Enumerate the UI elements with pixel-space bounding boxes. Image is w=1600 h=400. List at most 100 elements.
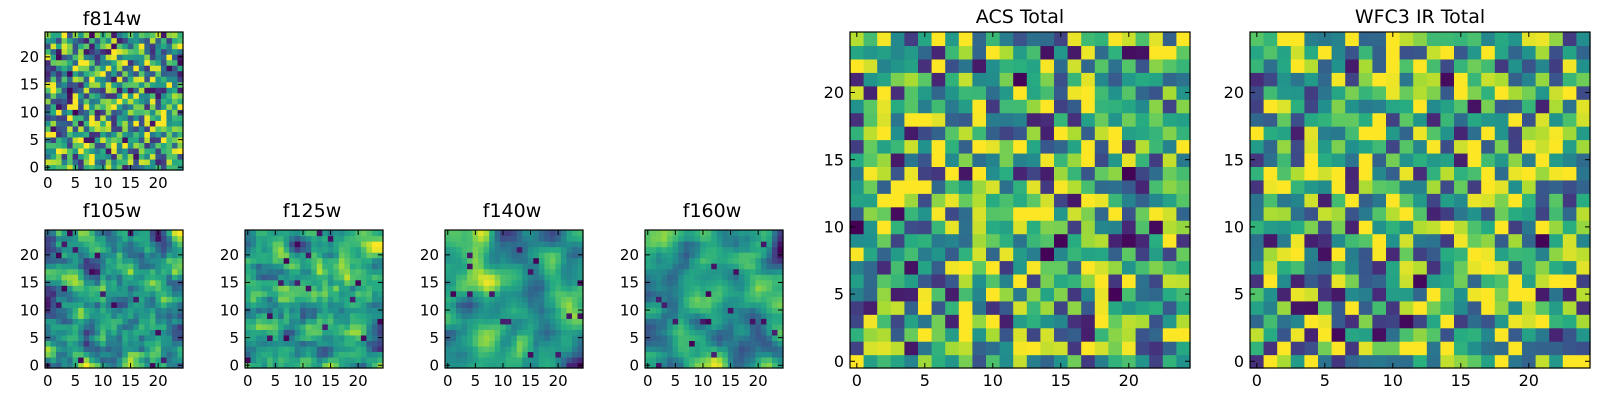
heatmap-cell <box>155 356 162 364</box>
heatmap-cell <box>1026 327 1041 342</box>
heatmap-cell <box>1372 166 1387 181</box>
heatmap-cell <box>61 345 68 353</box>
heatmap-cell <box>863 32 878 47</box>
heatmap-cell <box>116 318 123 325</box>
heatmap-cell <box>94 54 101 61</box>
y-tick-label: 15 <box>824 150 844 169</box>
heatmap-cell <box>283 263 290 270</box>
heatmap-cell <box>489 329 496 336</box>
heatmap-cell <box>760 345 768 353</box>
heatmap-cell <box>45 59 52 66</box>
heatmap-cell <box>467 323 474 330</box>
heatmap-cell <box>149 334 156 341</box>
heatmap-cell <box>1345 99 1360 114</box>
heatmap-cell <box>72 340 79 347</box>
heatmap-cell <box>67 279 74 286</box>
heatmap-cell <box>1304 58 1319 73</box>
heatmap-cell <box>755 301 762 308</box>
heatmap-cell <box>538 307 545 314</box>
heatmap-cell <box>267 351 274 358</box>
heatmap-cell <box>166 103 173 110</box>
heatmap-cell <box>177 125 184 132</box>
heatmap-cell <box>1277 72 1292 87</box>
heatmap-cell <box>890 126 905 141</box>
heatmap-cell <box>1304 354 1319 369</box>
heatmap-cell <box>958 85 973 100</box>
heatmap-cell <box>678 257 685 264</box>
heatmap-cell <box>311 323 318 330</box>
heatmap-cell <box>78 81 85 88</box>
heatmap-cell <box>89 301 96 308</box>
heatmap-cell <box>667 301 674 308</box>
heatmap-cell <box>1290 166 1305 181</box>
heatmap-cell <box>138 230 145 237</box>
heatmap-cell <box>931 354 946 369</box>
heatmap-cell <box>78 274 85 281</box>
heatmap-cell <box>716 312 723 319</box>
heatmap-cell <box>144 81 151 88</box>
heatmap-cell <box>945 327 960 342</box>
heatmap-cell <box>1467 314 1482 329</box>
heatmap-cell <box>1149 354 1164 369</box>
heatmap-cell <box>760 257 768 264</box>
heatmap-cell <box>83 296 90 303</box>
heatmap-cell <box>516 268 523 275</box>
heatmap-cell <box>672 263 679 270</box>
heatmap-cell <box>877 220 892 235</box>
heatmap-cell <box>755 235 762 242</box>
heatmap-cell <box>1304 45 1319 60</box>
heatmap-cell <box>245 318 252 325</box>
heatmap-cell <box>155 241 162 248</box>
heatmap-cell <box>667 351 674 358</box>
heatmap-cell <box>360 263 368 270</box>
heatmap-cell <box>138 263 145 270</box>
heatmap-cell <box>83 263 90 270</box>
heatmap-cell <box>533 356 540 364</box>
heatmap-cell <box>316 246 323 253</box>
heatmap-cell <box>571 356 579 364</box>
heatmap-cell <box>327 345 334 353</box>
heatmap-cell <box>505 312 512 319</box>
heatmap-cell <box>83 323 90 330</box>
heatmap-cell <box>672 318 679 325</box>
heatmap-cell <box>958 72 973 87</box>
heatmap-cell <box>155 109 162 116</box>
heatmap-cell <box>483 257 490 264</box>
heatmap-cell <box>56 340 63 347</box>
heatmap-cell <box>1094 354 1109 369</box>
heatmap-cell <box>766 252 773 259</box>
heatmap-cell <box>972 233 987 248</box>
heatmap-cell <box>683 246 690 253</box>
heatmap-cell <box>100 158 107 166</box>
heatmap-cell <box>138 131 145 138</box>
heatmap-cell <box>138 323 145 330</box>
heatmap-cell <box>105 81 112 88</box>
heatmap-cell <box>360 279 368 286</box>
heatmap-cell <box>144 109 151 116</box>
heatmap-cell <box>650 345 657 353</box>
heatmap-cell <box>155 65 162 72</box>
heatmap-cell <box>850 233 865 248</box>
heatmap-cell <box>1467 300 1482 315</box>
heatmap-cell <box>958 45 973 60</box>
heatmap-cell <box>945 179 960 194</box>
heatmap-cell <box>489 362 496 369</box>
heatmap-cell <box>122 362 129 369</box>
heatmap-cell <box>538 290 545 297</box>
heatmap-cell <box>89 345 96 353</box>
heatmap-cell <box>450 274 457 281</box>
heatmap-cell <box>766 334 773 341</box>
heatmap-cell <box>338 257 345 264</box>
heatmap-cell <box>83 136 90 143</box>
heatmap-cell <box>456 345 463 353</box>
heatmap-cell <box>516 301 523 308</box>
heatmap-cell <box>1467 58 1482 73</box>
heatmap-cell <box>50 131 57 138</box>
heatmap-cell <box>483 318 490 325</box>
heatmap-cell <box>1481 139 1496 154</box>
heatmap-cell <box>958 206 973 221</box>
heatmap-cell <box>1399 287 1414 302</box>
heatmap-cell <box>1094 126 1109 141</box>
heatmap-cell <box>177 241 184 248</box>
heatmap-cell <box>133 120 140 127</box>
